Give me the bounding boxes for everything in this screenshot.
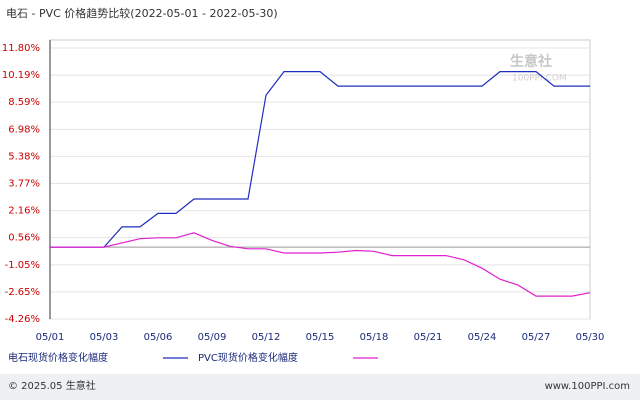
y-tick-label: 6.98% xyxy=(8,124,40,135)
y-tick-label: 3.77% xyxy=(8,179,40,190)
x-tick-label: 05/15 xyxy=(306,332,335,343)
chart-title: 电石 - PVC 价格趋势比较(2022-05-01 - 2022-05-30) xyxy=(6,6,278,20)
watermark: 生意社 xyxy=(510,53,552,70)
footer-left: © 2025.05 生意社 xyxy=(8,379,96,392)
footer-right: www.100PPI.com xyxy=(545,381,630,392)
y-tick-label: 5.38% xyxy=(8,151,40,162)
x-tick-label: 05/21 xyxy=(414,332,443,343)
y-tick-label: -2.65% xyxy=(5,287,40,298)
x-tick-label: 05/06 xyxy=(144,332,173,343)
y-tick-label: 8.59% xyxy=(8,97,40,108)
x-tick-label: 05/09 xyxy=(198,332,227,343)
y-tick-label: -4.26% xyxy=(5,314,40,325)
y-tick-label: -1.05% xyxy=(5,260,40,271)
x-tick-label: 05/18 xyxy=(360,332,389,343)
x-tick-label: 05/30 xyxy=(576,332,605,343)
series-line xyxy=(50,71,590,248)
legend-label: PVC现货价格变化幅度 xyxy=(198,351,298,364)
x-tick-label: 05/24 xyxy=(468,332,497,343)
watermark: 100PPI.COM xyxy=(512,74,567,84)
series-line xyxy=(50,232,591,297)
y-tick-label: 10.19% xyxy=(2,70,40,81)
y-tick-label: 0.56% xyxy=(8,233,40,244)
x-tick-label: 05/27 xyxy=(522,332,551,343)
x-tick-label: 05/01 xyxy=(36,332,65,343)
x-tick-label: 05/03 xyxy=(90,332,119,343)
y-tick-label: 11.80% xyxy=(2,43,40,54)
footer-band xyxy=(0,374,640,400)
x-tick-label: 05/12 xyxy=(252,332,281,343)
legend-label: 电石现货价格变化幅度 xyxy=(8,351,108,364)
y-tick-label: 2.16% xyxy=(8,206,40,217)
